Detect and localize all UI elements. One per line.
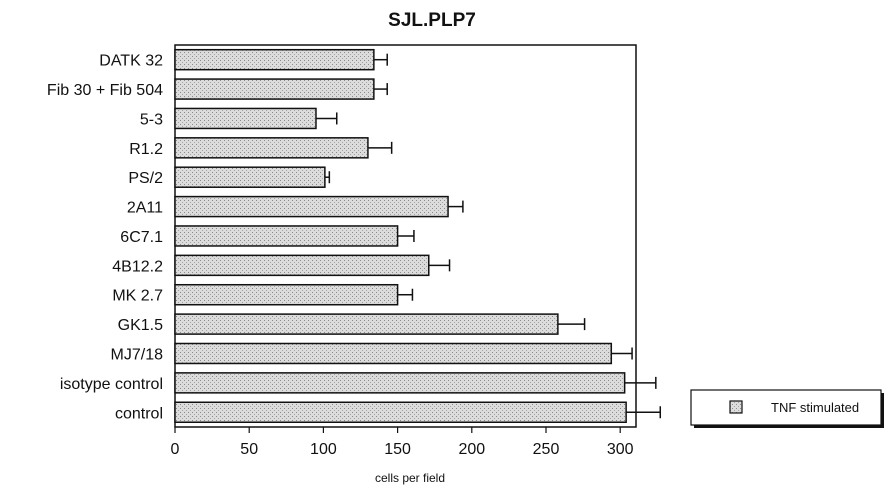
x-tick-label: 200 (458, 441, 485, 458)
legend-swatch (729, 400, 743, 414)
category-label: MK 2.7 (112, 288, 163, 305)
category-label: control (115, 405, 163, 422)
category-label: 5-3 (140, 111, 163, 128)
bar (174, 283, 399, 306)
x-axis-label: cells per field (375, 471, 445, 485)
category-label: R1.2 (129, 141, 163, 158)
bar (174, 166, 326, 188)
category-label: 6C7.1 (120, 229, 163, 246)
bar (174, 78, 375, 100)
legend-box (690, 389, 882, 426)
category-label: GK1.5 (118, 317, 163, 334)
category-label: 4B12.2 (112, 258, 163, 275)
category-label: Fib 30 + Fib 504 (47, 82, 163, 99)
bar (174, 195, 449, 218)
x-tick-label: 100 (310, 441, 337, 458)
bar (174, 401, 627, 423)
x-tick-label: 300 (607, 441, 634, 458)
category-labels: DATK 32 Fib 30 + Fib 504 5-3 R1.2 PS/2 2A11 6C… (47, 53, 163, 423)
bar (174, 107, 317, 130)
category-label: 2A11 (127, 200, 163, 217)
category-label: isotype control (60, 376, 163, 393)
bar (174, 137, 369, 159)
category-label: MJ7/18 (111, 346, 164, 363)
legend: TNF stimulated (690, 389, 884, 428)
x-tick-label: 150 (384, 441, 411, 458)
bars (174, 48, 627, 423)
bar (174, 313, 559, 335)
legend-label: TNF stimulated (771, 400, 859, 415)
category-label: DATK 32 (99, 53, 163, 70)
x-tick-label: 250 (533, 441, 560, 458)
x-tick-label: 0 (171, 441, 180, 458)
bar (174, 48, 375, 71)
chart-title: SJL.PLP7 (388, 10, 476, 31)
category-label: PS/2 (128, 170, 163, 187)
bar (174, 254, 430, 277)
error-bars (315, 53, 662, 419)
x-tick-label: 50 (240, 441, 258, 458)
bar (174, 342, 613, 365)
bar (174, 372, 626, 394)
x-axis-ticks: 0 50 100 150 200 250 300 (171, 427, 634, 458)
bar (174, 225, 399, 247)
